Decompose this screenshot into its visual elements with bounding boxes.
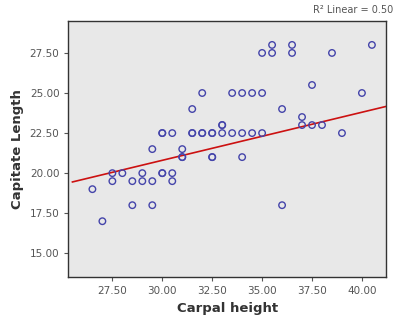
Point bbox=[329, 50, 335, 55]
Point bbox=[189, 106, 195, 111]
Point bbox=[209, 130, 215, 136]
Point bbox=[99, 219, 106, 224]
Point bbox=[269, 42, 275, 48]
Point bbox=[219, 130, 225, 136]
Point bbox=[229, 90, 235, 96]
Point bbox=[249, 90, 255, 96]
Point bbox=[109, 170, 116, 176]
Point bbox=[339, 130, 345, 136]
Point bbox=[179, 155, 185, 160]
Point bbox=[149, 179, 156, 184]
Point bbox=[159, 130, 166, 136]
Point bbox=[189, 130, 195, 136]
Point bbox=[269, 50, 275, 55]
Point bbox=[209, 155, 215, 160]
Point bbox=[259, 50, 265, 55]
Point bbox=[229, 130, 235, 136]
Point bbox=[279, 202, 285, 208]
Point bbox=[309, 82, 315, 88]
Point bbox=[179, 146, 185, 152]
Point bbox=[299, 123, 305, 128]
Point bbox=[259, 130, 265, 136]
Point bbox=[289, 42, 295, 48]
Point bbox=[249, 130, 255, 136]
Point bbox=[239, 90, 245, 96]
Point bbox=[169, 130, 175, 136]
Text: R² Linear = 0.50: R² Linear = 0.50 bbox=[313, 5, 393, 15]
Point bbox=[189, 130, 195, 136]
Y-axis label: Capitate Length: Capitate Length bbox=[11, 89, 24, 209]
Point bbox=[359, 90, 365, 96]
Point bbox=[239, 155, 245, 160]
Point bbox=[199, 130, 205, 136]
Point bbox=[199, 130, 205, 136]
Point bbox=[179, 155, 185, 160]
Point bbox=[109, 179, 116, 184]
Point bbox=[139, 179, 145, 184]
Point bbox=[239, 130, 245, 136]
Point bbox=[169, 179, 175, 184]
Point bbox=[149, 146, 156, 152]
Point bbox=[129, 179, 135, 184]
Point bbox=[309, 123, 315, 128]
Point bbox=[139, 170, 145, 176]
Point bbox=[129, 202, 135, 208]
Point bbox=[169, 170, 175, 176]
Point bbox=[219, 123, 225, 128]
Point bbox=[199, 90, 205, 96]
Point bbox=[299, 114, 305, 120]
Point bbox=[209, 130, 215, 136]
Point bbox=[259, 90, 265, 96]
Point bbox=[159, 170, 166, 176]
Point bbox=[119, 170, 125, 176]
Point bbox=[89, 186, 96, 192]
Point bbox=[209, 155, 215, 160]
Point bbox=[369, 42, 375, 48]
X-axis label: Carpal height: Carpal height bbox=[177, 302, 278, 315]
Point bbox=[279, 106, 285, 111]
Point bbox=[219, 123, 225, 128]
Point bbox=[149, 202, 156, 208]
Point bbox=[159, 130, 166, 136]
Point bbox=[319, 123, 325, 128]
Point bbox=[159, 170, 166, 176]
Point bbox=[289, 50, 295, 55]
